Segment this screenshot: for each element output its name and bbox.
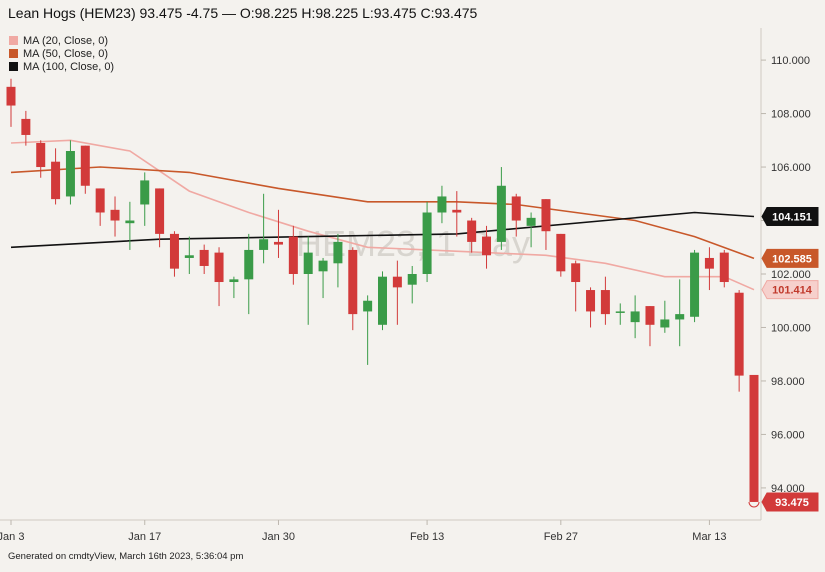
price-labels: 104.151 102.585 101.414 93.475 <box>761 206 819 512</box>
candle-body <box>690 252 700 317</box>
candle-body <box>318 260 328 272</box>
candle-body <box>140 180 150 205</box>
candle-body <box>526 217 536 226</box>
candle-body <box>645 306 655 325</box>
ma50-price-tag-text: 102.585 <box>772 253 812 265</box>
candle-body <box>259 239 269 250</box>
x-tick-label: Jan 30 <box>262 531 295 543</box>
candle-body <box>704 257 714 269</box>
candle-body <box>125 220 135 224</box>
ma100-price-tag: 104.151 <box>761 206 819 226</box>
ma20-price-tag: 101.414 <box>761 280 819 300</box>
candle-body <box>482 236 492 256</box>
candle-body <box>437 196 447 213</box>
candle-body <box>719 252 729 283</box>
candle-body <box>600 290 610 315</box>
candle-body <box>363 300 373 312</box>
plot-layer <box>6 78 760 508</box>
candle-body <box>615 311 625 313</box>
candle-body <box>422 212 432 274</box>
ma100-price-tag-box <box>761 206 819 226</box>
candle-body <box>467 220 477 242</box>
candle-body <box>630 311 640 323</box>
legend-swatch-ma50 <box>9 49 18 58</box>
candle-body <box>273 241 283 245</box>
candle-body <box>199 249 209 266</box>
candle-body <box>184 255 194 258</box>
candle-body <box>452 209 462 213</box>
candle-body <box>303 252 313 274</box>
y-tick-label: 98.000 <box>771 376 805 388</box>
ma50-price-tag: 102.585 <box>761 248 819 268</box>
legend-label-ma50: MA (50, Close, 0) <box>23 47 108 60</box>
ma20-price-tag-text: 101.414 <box>772 285 813 297</box>
x-axis: Jan 3 Jan 17 Jan 30 Feb 13 Feb 27 Mar 13 <box>0 520 727 543</box>
candle-body <box>571 263 581 283</box>
y-tick-label: 110.000 <box>771 55 810 67</box>
last-price-tag: 93.475 <box>761 492 819 512</box>
candle-body <box>80 145 90 186</box>
candle-body <box>51 161 61 200</box>
candle-body <box>675 314 685 320</box>
ma-line-1 <box>10 139 755 291</box>
y-tick-label: 102.000 <box>771 269 811 281</box>
candle-body <box>556 233 566 272</box>
indicator-legend: MA (20, Close, 0) MA (50, Close, 0) MA (… <box>9 34 114 73</box>
ma50-price-tag-box <box>761 248 819 268</box>
legend-item-ma100[interactable]: MA (100, Close, 0) <box>9 60 114 73</box>
candle-body <box>333 241 343 264</box>
generated-footer: Generated on cmdtyView, March 16th 2023,… <box>8 551 244 562</box>
chart-title: Lean Hogs (HEM23) 93.475 -4.75 — O:98.22… <box>8 5 478 21</box>
candle-body <box>348 249 358 315</box>
candle-body <box>541 199 551 232</box>
candle-body <box>6 86 16 106</box>
candle-body <box>36 142 46 168</box>
y-tick-label: 96.000 <box>771 429 805 441</box>
candle-body <box>95 188 105 213</box>
legend-label-ma100: MA (100, Close, 0) <box>23 60 115 73</box>
x-tick-label: Feb 27 <box>544 531 578 543</box>
candle-body <box>392 276 402 288</box>
candle-body <box>65 151 75 197</box>
last-price-tag-text: 93.475 <box>775 497 809 509</box>
candle-body <box>21 118 31 135</box>
y-tick-label: 100.000 <box>771 322 811 334</box>
legend-label-ma20: MA (20, Close, 0) <box>23 34 108 47</box>
legend-item-ma20[interactable]: MA (20, Close, 0) <box>9 34 114 47</box>
x-tick-label: Mar 13 <box>692 531 726 543</box>
last-price-tag-box <box>761 492 819 512</box>
legend-item-ma50[interactable]: MA (50, Close, 0) <box>9 47 114 60</box>
x-tick-label: Feb 13 <box>410 531 444 543</box>
legend-swatch-ma20 <box>9 36 18 45</box>
candle-body <box>169 233 179 269</box>
candle-body <box>244 249 254 280</box>
candle-body <box>407 274 417 285</box>
candle-body <box>155 188 165 234</box>
chart-watermark: HEM23, 1 Day <box>296 223 530 264</box>
candle-body <box>496 185 506 242</box>
candle-body <box>229 279 239 283</box>
ma20-price-tag-box <box>761 280 819 300</box>
candle-body <box>734 292 744 376</box>
y-tick-label: 94.000 <box>771 483 805 495</box>
y-tick-label: 108.000 <box>771 109 811 121</box>
candle-body <box>214 252 224 283</box>
ma100-price-tag-text: 104.151 <box>772 211 812 223</box>
candle-body <box>660 319 670 328</box>
y-tick-label: 106.000 <box>771 162 811 174</box>
candle-body <box>586 290 596 312</box>
candle-body <box>511 196 521 221</box>
x-tick-label: Jan 3 <box>0 531 24 543</box>
candle-body <box>288 236 298 274</box>
candle-body <box>378 276 387 325</box>
x-tick-label: Jan 17 <box>128 531 161 543</box>
candle-body <box>749 374 759 502</box>
legend-swatch-ma100 <box>9 62 18 71</box>
candle-body <box>110 209 120 221</box>
last-price-marker <box>748 501 760 508</box>
